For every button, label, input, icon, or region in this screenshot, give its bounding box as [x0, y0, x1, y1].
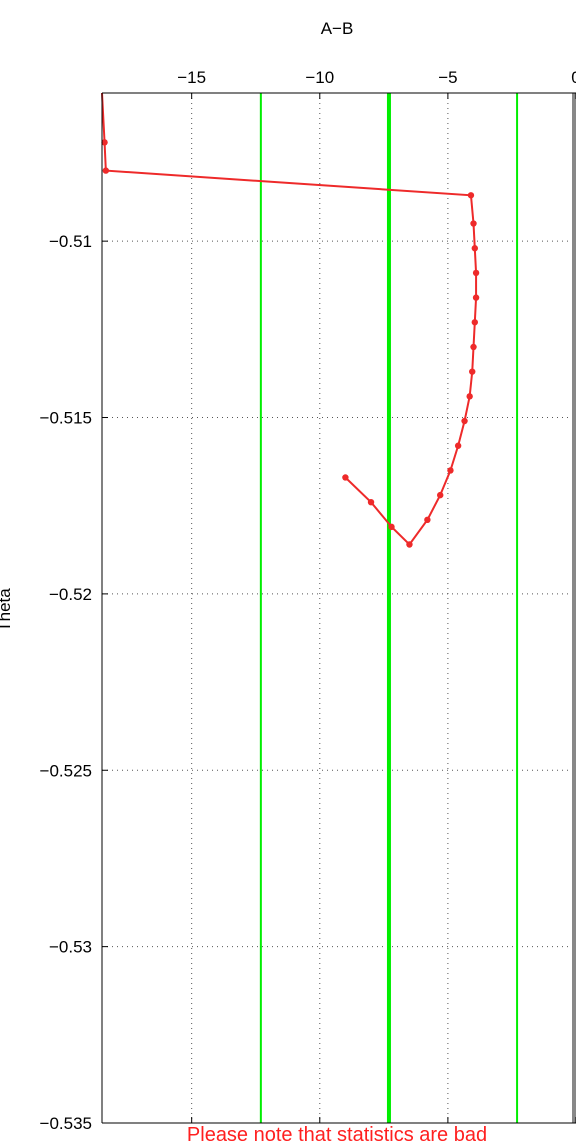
- y-tick-label: −0.535: [40, 1114, 92, 1133]
- data-point: [342, 474, 349, 481]
- x-axis-title: A−B: [321, 19, 354, 38]
- x-tick-label: −10: [305, 68, 334, 87]
- data-point: [367, 498, 375, 506]
- data-point: [406, 541, 413, 548]
- y-tick-label: −0.52: [49, 585, 92, 604]
- data-point: [424, 516, 431, 524]
- y-tick-label: −0.51: [49, 232, 92, 251]
- axes: [101, 92, 576, 1124]
- y-tick-label: −0.53: [49, 938, 92, 957]
- x-tick-label: −5: [438, 68, 457, 87]
- data-point: [461, 417, 468, 425]
- data-point: [472, 294, 480, 301]
- data-point: [470, 343, 477, 351]
- data-point: [467, 192, 475, 199]
- series: [101, 92, 480, 548]
- data-point: [101, 139, 108, 146]
- data-point: [454, 442, 462, 449]
- grid: [102, 93, 576, 1123]
- reference-lines: [259, 93, 576, 1123]
- y-tick-label: −0.515: [40, 409, 92, 428]
- y-tick-label: −0.525: [40, 761, 92, 780]
- x-tick-label: −15: [177, 68, 206, 87]
- data-point: [469, 368, 476, 375]
- tick-labels: −15 −10 −5 0 −0.51 −0.515 −0.52 −0.525 −0.53 −0.5…: [40, 68, 576, 1133]
- statistics-note: Please note that statistics are bad: [187, 1124, 487, 1141]
- data-point: [471, 319, 478, 326]
- y-axis-title: Theta: [0, 588, 14, 632]
- data-point: [388, 523, 395, 531]
- data-point: [102, 167, 110, 174]
- data-point: [447, 467, 454, 474]
- data-point: [466, 393, 473, 400]
- data-point: [437, 491, 444, 499]
- x-tick-label: 0: [571, 68, 576, 87]
- data-point: [470, 220, 477, 227]
- series-line: [101, 92, 478, 547]
- data-point: [471, 245, 478, 252]
- data-point: [472, 269, 480, 277]
